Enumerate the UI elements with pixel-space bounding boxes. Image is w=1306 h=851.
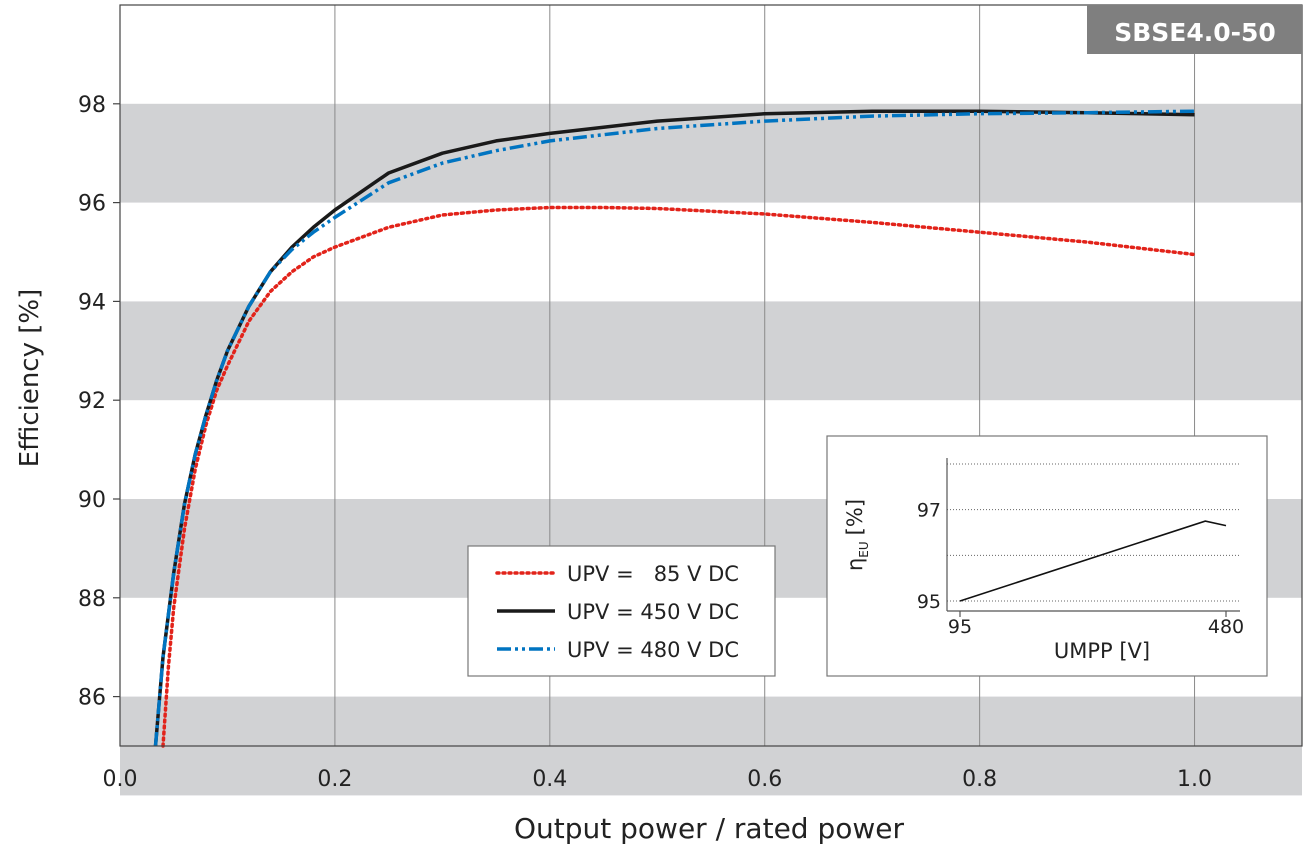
inset-y-tick-label: 97	[917, 500, 941, 522]
inset-chart: 95 480 95 97 UMPP [V] ηEU [%]	[826, 435, 1268, 677]
legend-label: UPV = 480 V DC	[567, 638, 739, 662]
inset-series	[959, 520, 1227, 602]
inset-y-label-eta: η	[843, 558, 867, 571]
inset-x-tick-label: 95	[948, 616, 972, 638]
y-axis-label: Efficiency [%]	[15, 289, 45, 468]
series-line	[153, 109, 1195, 747]
model-badge: SBSE4.0-50	[1087, 5, 1302, 54]
series-layer	[153, 109, 1197, 748]
legend-items: UPV = 85 V DC UPV = 450 V DC UPV = 480 V D…	[495, 562, 739, 662]
y-tick-labels: 86 88 90 92 94 96 98	[78, 93, 120, 711]
inset-series-line	[959, 520, 1227, 602]
inset-x-axis-label: UMPP [V]	[1054, 639, 1150, 663]
x-tick-label: 0.4	[532, 767, 567, 792]
inset-tick-labels: 95 480 95 97	[917, 500, 1244, 638]
x-axis-label: Output power / rated power	[514, 812, 905, 845]
inset-y-label-unit: [%]	[843, 499, 867, 535]
series-line	[161, 205, 1197, 748]
y-tick-label: 96	[78, 192, 106, 217]
plot-frame	[119, 4, 1303, 747]
model-badge-box	[1087, 5, 1302, 54]
legend: UPV = 85 V DC UPV = 450 V DC UPV = 480 V D…	[467, 545, 776, 677]
model-badge-text: SBSE4.0-50	[1114, 18, 1276, 47]
inset-x-tick-label: 480	[1208, 616, 1244, 638]
legend-label: UPV = 450 V DC	[567, 600, 739, 624]
y-tick-label: 94	[78, 290, 106, 315]
y-tick-label: 88	[78, 587, 106, 612]
inset-box	[826, 435, 1268, 677]
x-tick-label: 0.8	[962, 767, 997, 792]
x-tick-labels: 0.0 0.2 0.4 0.6 0.8 1.0	[103, 767, 1213, 792]
y-tick-label: 92	[78, 389, 106, 414]
inset-gridlines	[947, 463, 1240, 602]
x-tick-label: 0.2	[317, 767, 352, 792]
inset-y-axis-label: ηEU [%]	[843, 499, 871, 571]
background-band	[120, 301, 1302, 401]
y-tick-label: 90	[78, 488, 106, 513]
inset-axes	[946, 458, 1240, 617]
x-tick-label: 1.0	[1177, 767, 1212, 792]
inset-y-tick-label: 95	[917, 591, 941, 613]
legend-label: UPV = 85 V DC	[567, 562, 739, 586]
x-tick-label: 0.6	[747, 767, 782, 792]
series-line	[153, 109, 1195, 747]
inset-y-label-sub: EU	[857, 541, 871, 557]
x-tick-label: 0.0	[103, 767, 138, 792]
svg-text:ηEU[%]: ηEU [%]	[843, 499, 871, 571]
y-tick-label: 86	[78, 686, 106, 711]
background-band	[120, 103, 1302, 203]
y-tick-label: 98	[78, 93, 106, 118]
